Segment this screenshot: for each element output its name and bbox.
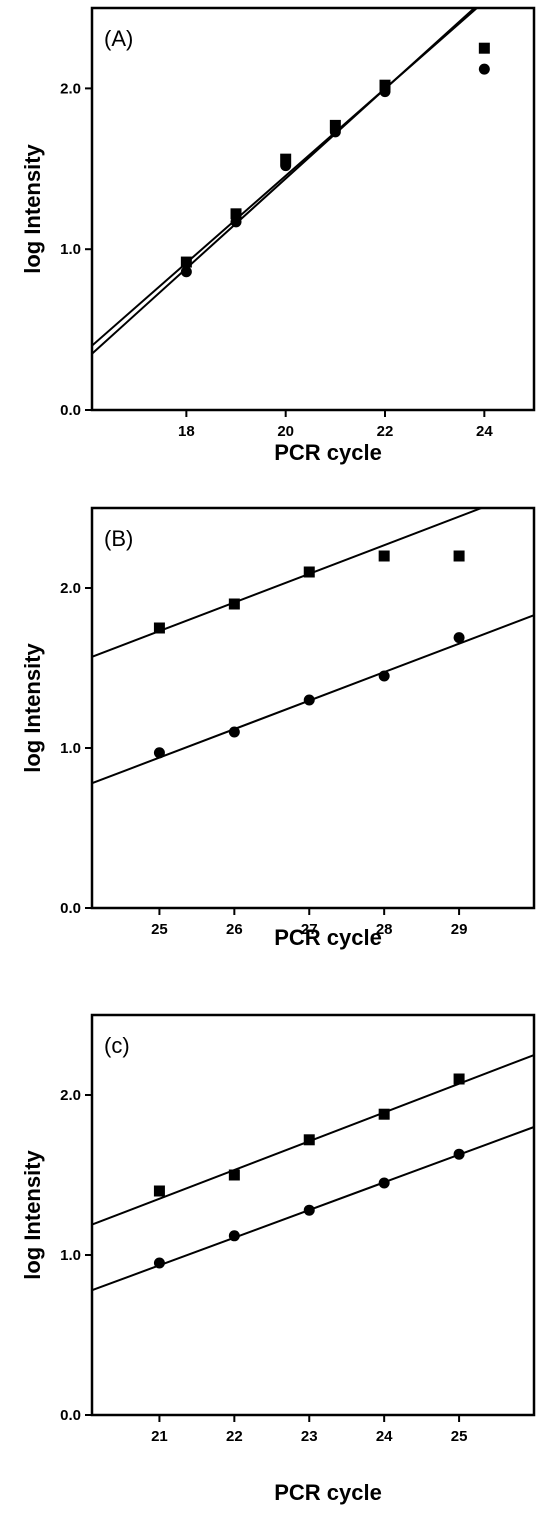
square-point [453,550,465,562]
circle-point [378,1177,390,1189]
circle-point [379,86,391,98]
x-tick-label: 29 [451,921,468,938]
circle-point [180,266,192,278]
y-axis-title: log Intensity [20,1149,45,1279]
x-tick-label: 22 [226,1428,243,1445]
x-tick-label: 27 [301,921,318,938]
square-point [280,153,292,165]
x-tick-label: 24 [376,1428,393,1445]
x-axis-title: PCR cycle [274,1480,382,1505]
y-tick-label: 2.0 [60,80,81,97]
square-point [478,42,490,54]
square-point [303,566,315,578]
square-point [379,79,391,91]
x-tick-label: 21 [151,1428,168,1445]
circle-point [280,160,292,172]
square-point [153,1185,165,1197]
plot-frame [90,6,536,412]
y-axis-title: log Intensity [20,642,45,772]
circle-point [329,126,341,138]
square-point [153,622,165,634]
x-tick-label: 22 [377,423,394,440]
y-axis-title: log Intensity [20,143,45,273]
circle-point [478,63,490,75]
circle-point [230,216,242,228]
y-tick-label: 0.0 [60,402,81,419]
x-tick-label: 18 [178,423,195,440]
x-tick-label: 20 [277,423,294,440]
square-point [230,208,242,220]
chart-panel-1: 18 20 22 24 0.0 1.0 2.0 PCR cycle log Intensity (… [20,6,536,465]
x-axis-title: PCR cycle [274,925,382,950]
x-tick-label: 26 [226,921,243,938]
square-point [378,1108,390,1120]
y-tick-label: 1.0 [60,740,81,757]
square-point [303,1134,315,1146]
y-tick-label: 0.0 [60,1407,81,1424]
circle-point [228,726,240,738]
square-point [180,256,192,268]
circle-point [228,1230,240,1242]
plot-frame [90,1013,536,1417]
circle-point [303,694,315,706]
panel-label: (A) [104,26,133,51]
x-tick-label: 28 [376,921,393,938]
circle-point [453,632,465,644]
y-tick-label: 2.0 [60,1087,81,1104]
x-tick-label: 25 [451,1428,468,1445]
x-tick-label: 25 [151,921,168,938]
circle-point [153,747,165,759]
chart-panel-3: 21 22 23 24 25 0.0 1.0 2.0 PCR cycle log Intensit… [20,1013,536,1505]
fit-line-series-2 [92,8,476,355]
chart-panel-2: 25 26 27 28 29 0.0 1.0 2.0 PCR cycle log Intensit… [20,506,536,950]
panel-label: (B) [104,526,133,551]
panel-label: (c) [104,1033,130,1058]
x-tick-label: 24 [476,423,493,440]
square-point [453,1073,465,1085]
circle-point [453,1148,465,1160]
x-tick-label: 23 [301,1428,318,1445]
circle-point [378,670,390,682]
plot-frame [90,506,536,910]
y-tick-label: 2.0 [60,580,81,597]
fit-line-series-1 [92,508,482,658]
square-point [228,1169,240,1181]
x-axis-title: PCR cycle [274,440,382,465]
circle-point [303,1204,315,1216]
y-tick-label: 0.0 [60,900,81,917]
circle-point [153,1257,165,1269]
square-point [329,119,341,131]
square-point [228,598,240,610]
y-tick-label: 1.0 [60,1247,81,1264]
square-point [378,550,390,562]
y-tick-label: 1.0 [60,241,81,258]
